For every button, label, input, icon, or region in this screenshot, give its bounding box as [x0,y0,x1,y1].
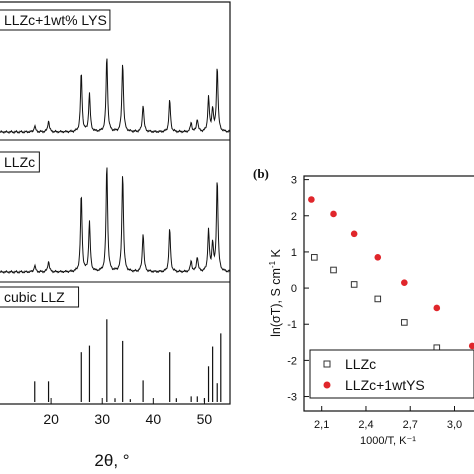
panel-label: (b) [253,166,269,181]
data-point-llzc-ys [308,196,315,203]
xrd-x-tick-label: 30 [94,411,110,427]
x-tick-label: 2,4 [358,419,373,431]
data-point-llzc [311,254,318,261]
x-axis-label: 1000/T, K⁻¹ [360,435,416,447]
data-point-llzc-ys [433,304,441,312]
y-tick-label: 1 [291,247,297,259]
x-tick-label: 2,1 [314,419,329,431]
conductivity-panel: (b) 3 2 1 0 -1 -2 -3 2,1 2,4 2,7 3,0 ln(σT), S cm… [253,166,474,447]
legend-box [309,349,474,399]
legend-marker-circle [323,381,331,389]
y-tick-label: 3 [291,175,297,187]
xrd-x-tick-label: 20 [43,411,59,427]
xrd-trace-0 [0,58,231,135]
data-point-llzc [330,266,337,274]
data-point-llzc-ys [350,230,358,238]
legend-label: LLZc+1wtYS [345,377,425,393]
data-point-llzc [401,319,408,326]
y-tick-label: 2 [291,211,297,223]
x-tick-label: 3,0 [447,419,462,431]
y-axis-label: ln(σT), S cm-1 K [268,248,283,336]
pattern-label-box [0,286,80,308]
xrd-x-tick-label: 40 [146,411,162,427]
legend: LLZc LLZc+1wtYS [309,349,474,399]
pattern-label: cubic LLZ [4,289,65,305]
x-tick-label: 2,7 [403,419,418,431]
legend-label: LLZc [345,356,376,372]
y-tick-label: -2 [287,355,297,367]
pattern-label-box [0,151,40,173]
xrd-panel: LLZc+1wt% LYS LLZc cubic LLZ 20 30 40 50 2θ, … [0,1,231,470]
y-tick-label: -3 [287,392,297,404]
data-point-llzc-ys [374,254,382,261]
data-point-llzc [374,295,382,303]
xrd-x-tick-label: 50 [197,411,213,427]
pattern-label-box [0,9,111,31]
data-point-llzc-ys [330,210,337,218]
pattern-label: LLZc+1wt% LYS [4,12,107,28]
y-tick-label: 0 [291,283,297,295]
xrd-trace-1 [0,167,230,275]
data-point-llzc [350,281,358,288]
plot-frame [303,175,474,412]
pattern-label: LLZc [4,154,35,170]
data-point-llzc-ys [468,342,474,350]
y-tick-label: -1 [287,319,297,331]
xrd-frame [0,1,231,405]
xrd-x-axis-label: 2θ, ° [94,451,129,470]
data-point-llzc-ys [401,279,408,286]
legend-marker-square [323,360,331,368]
